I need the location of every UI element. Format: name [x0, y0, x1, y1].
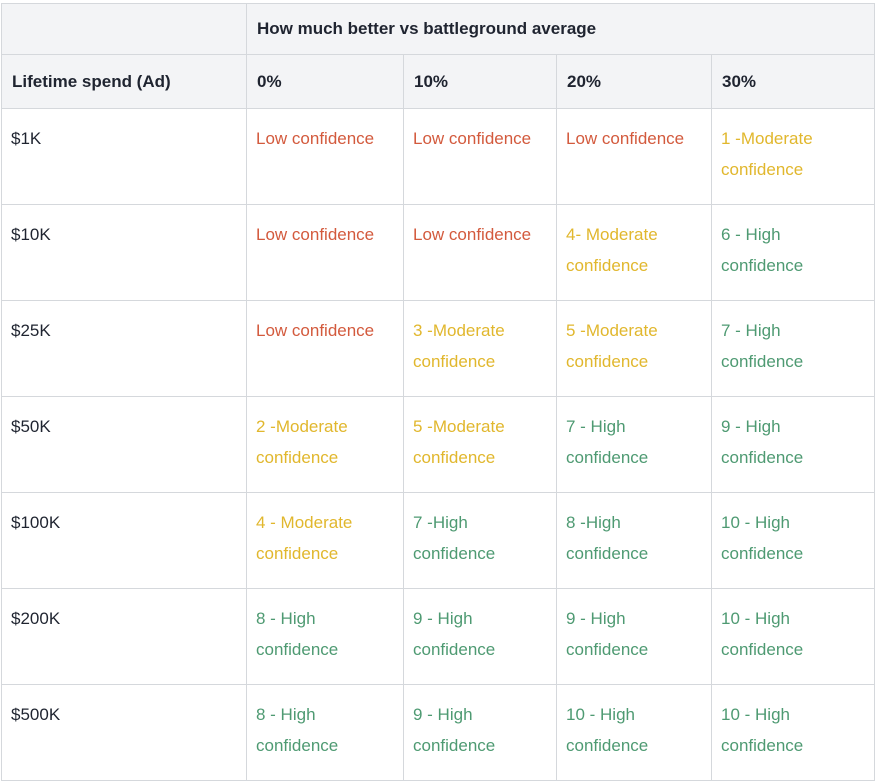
- group-header-row: How much better vs battleground average: [1, 3, 876, 55]
- confidence-cell: 9 - High confidence: [403, 588, 557, 685]
- confidence-cell: 10 - High confidence: [710, 588, 876, 685]
- confidence-cell: 2 -Moderate confidence: [246, 396, 404, 493]
- table-row: $10K Low confidence Low confidence 4- Moder…: [1, 204, 876, 301]
- confidence-cell: Low confidence: [246, 108, 404, 205]
- column-header: 30%: [710, 54, 876, 109]
- confidence-cell: 3 -Moderate confidence: [403, 300, 557, 397]
- row-label: $25K: [1, 300, 247, 397]
- confidence-cell: Low confidence: [403, 204, 557, 301]
- confidence-cell: Low confidence: [556, 108, 712, 205]
- column-header: 10%: [403, 54, 557, 109]
- confidence-cell: Low confidence: [246, 204, 404, 301]
- column-header: 0%: [246, 54, 404, 109]
- confidence-cell: 4 - Moderate confidence: [246, 492, 404, 589]
- row-label: $100K: [1, 492, 247, 589]
- table-row: $25K Low confidence 3 -Moderate confidence…: [1, 300, 876, 397]
- confidence-cell: 8 -High confidence: [556, 492, 712, 589]
- group-header: How much better vs battleground average: [245, 3, 876, 55]
- confidence-cell: 10 - High confidence: [710, 492, 876, 589]
- table-row: $100K 4 - Moderate confidence 7 -High conf…: [1, 492, 876, 589]
- confidence-cell: 7 -High confidence: [403, 492, 557, 589]
- confidence-cell: 8 - High confidence: [246, 588, 404, 685]
- confidence-table: How much better vs battleground average …: [1, 3, 876, 781]
- row-label: $50K: [1, 396, 247, 493]
- confidence-cell: 9 - High confidence: [710, 396, 876, 493]
- confidence-cell: 10 - High confidence: [556, 684, 712, 781]
- confidence-cell: 6 - High confidence: [710, 204, 876, 301]
- empty-corner-cell: [1, 3, 247, 55]
- confidence-cell: 7 - High confidence: [710, 300, 876, 397]
- table-row: $200K 8 - High confidence 9 - High confide…: [1, 588, 876, 685]
- column-header: 20%: [556, 54, 712, 109]
- row-label: $1K: [1, 108, 247, 205]
- confidence-cell: Low confidence: [246, 300, 404, 397]
- table-row: $1K Low confidence Low confidence Low confi…: [1, 108, 876, 205]
- confidence-cell: 4- Moderate confidence: [556, 204, 712, 301]
- confidence-cell: 5 -Moderate confidence: [403, 396, 557, 493]
- table-row: $500K 8 - High confidence 9 - High confide…: [1, 684, 876, 781]
- column-header-row: Lifetime spend (Ad) 0% 10% 20% 30%: [1, 54, 876, 109]
- confidence-cell: 5 -Moderate confidence: [556, 300, 712, 397]
- confidence-cell: 9 - High confidence: [403, 684, 557, 781]
- row-label: $10K: [1, 204, 247, 301]
- row-label: $500K: [1, 684, 247, 781]
- table-row: $50K 2 -Moderate confidence 5 -Moderate co…: [1, 396, 876, 493]
- row-label: $200K: [1, 588, 247, 685]
- confidence-cell: 1 -Moderate confidence: [710, 108, 876, 205]
- confidence-cell: 8 - High confidence: [246, 684, 404, 781]
- confidence-cell: 7 - High confidence: [556, 396, 712, 493]
- confidence-cell: Low confidence: [403, 108, 557, 205]
- confidence-cell: 9 - High confidence: [556, 588, 712, 685]
- confidence-cell: 10 - High confidence: [710, 684, 876, 781]
- row-header-label: Lifetime spend (Ad): [1, 54, 247, 109]
